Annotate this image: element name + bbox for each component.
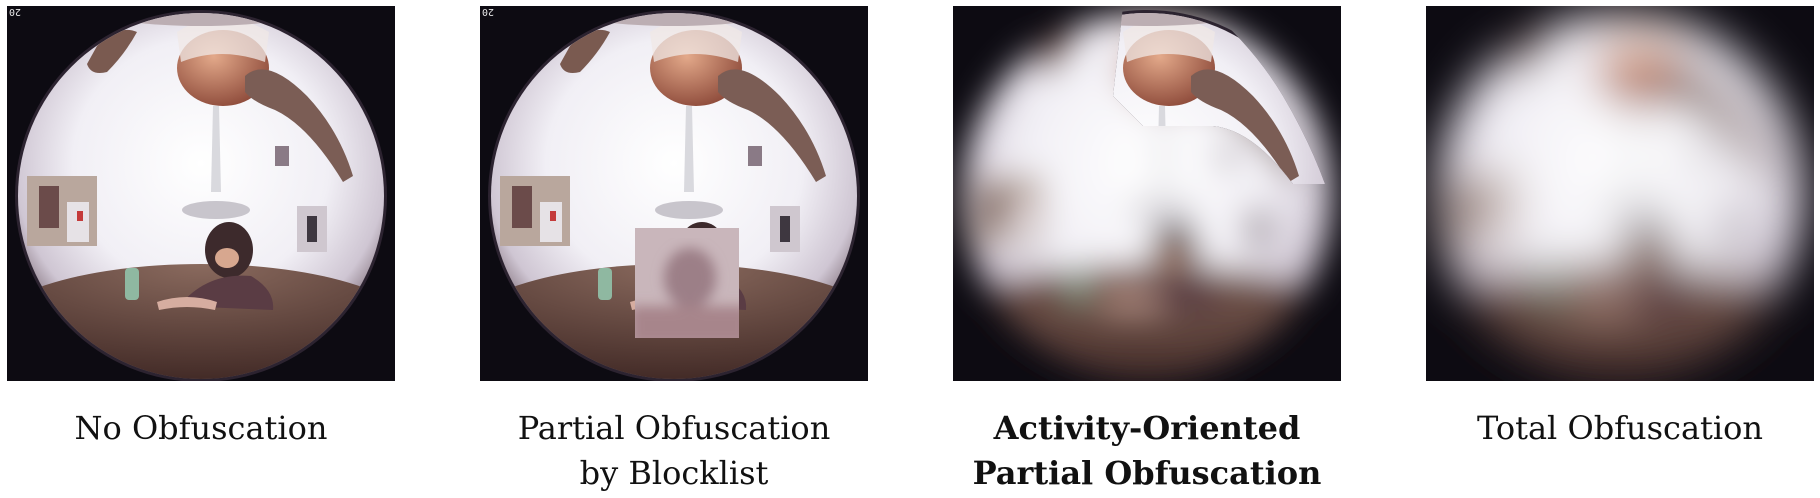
panel-total-obfuscation: Total Obfuscation xyxy=(1426,6,1814,447)
caption: Partial Obfuscation by Blocklist xyxy=(517,409,831,492)
camera-image xyxy=(953,6,1341,381)
panel-no-obfuscation: 20 No Obfuscation xyxy=(7,6,395,447)
panel-partial-obfuscation-blocklist: 20 Partial Obfuscation by Blocklist xyxy=(480,6,868,492)
fisheye-scene xyxy=(1426,6,1814,381)
caption: Activity-Oriented Partial Obfuscation xyxy=(972,409,1322,492)
panel-activity-oriented-obfuscation: Activity-Oriented Partial Obfuscation xyxy=(953,6,1341,492)
camera-image: 20 xyxy=(7,6,395,381)
caption: Total Obfuscation xyxy=(1476,409,1764,447)
timestamp-overlay: 20 xyxy=(482,6,495,17)
fisheye-scene xyxy=(480,6,868,381)
camera-image: 20 xyxy=(480,6,868,381)
fisheye-scene xyxy=(7,6,395,381)
fisheye-scene xyxy=(953,6,1341,381)
camera-image xyxy=(1426,6,1814,381)
caption: No Obfuscation xyxy=(74,409,328,447)
timestamp-overlay: 20 xyxy=(9,6,22,17)
